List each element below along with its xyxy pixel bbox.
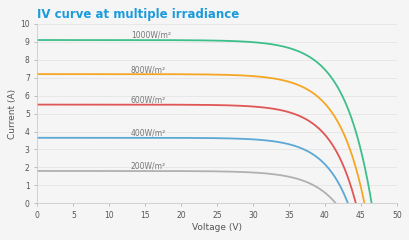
Y-axis label: Current (A): Current (A) (8, 89, 17, 139)
Text: 200W/m²: 200W/m² (130, 162, 166, 171)
Text: 1000W/m²: 1000W/m² (130, 30, 171, 39)
X-axis label: Voltage (V): Voltage (V) (191, 223, 241, 232)
Text: 400W/m²: 400W/m² (130, 129, 166, 138)
Text: IV curve at multiple irradiance: IV curve at multiple irradiance (37, 8, 239, 21)
Text: 600W/m²: 600W/m² (130, 96, 166, 105)
Text: 800W/m²: 800W/m² (130, 65, 166, 74)
